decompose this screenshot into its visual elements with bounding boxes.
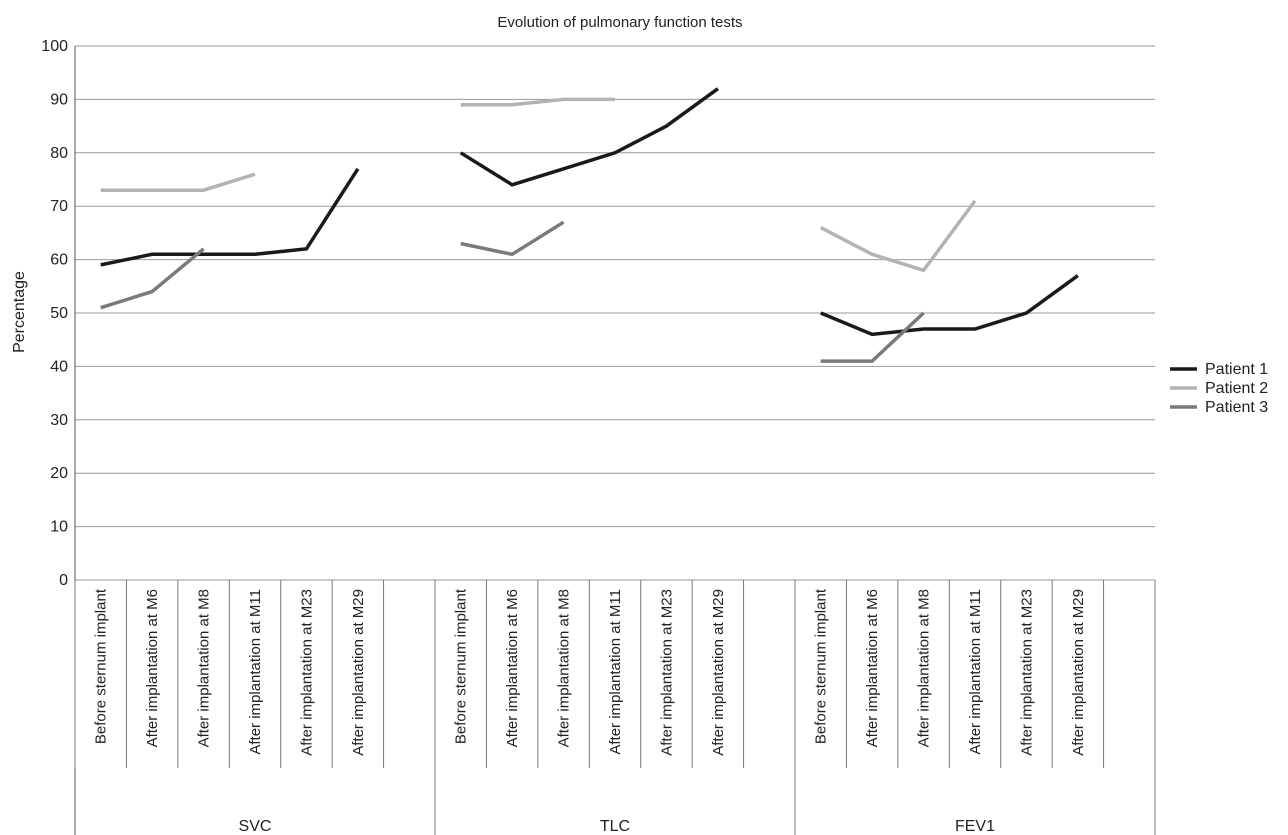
category-label: After implantation at M29 (1070, 589, 1087, 756)
series-lines (100, 87, 1079, 363)
category-label: After implantation at M11 (607, 589, 624, 755)
group-label: FEV1 (955, 818, 995, 835)
legend-label: Patient 1 (1205, 361, 1268, 378)
y-axis-label: Percentage (11, 271, 28, 353)
y-tick-label: 40 (50, 358, 68, 375)
series-line-patient-2 (819, 199, 977, 273)
legend: Patient 1 Patient 2 Patient 3 (1170, 361, 1268, 416)
series-line-patient-3 (100, 247, 205, 310)
series-line-patient-2 (460, 97, 615, 107)
series-line-patient-3 (820, 311, 925, 363)
category-label: After implantation at M6 (144, 589, 161, 747)
series-line-patient-3 (460, 220, 565, 257)
chart-title: Evolution of pulmonary function tests (497, 14, 742, 31)
series-line-patient-1 (100, 167, 360, 267)
category-label: Before sternum implant (813, 588, 830, 744)
category-label: After implantation at M8 (196, 589, 213, 747)
y-tick-label: 10 (50, 519, 68, 536)
y-tick-label: 60 (50, 252, 68, 269)
gridlines (75, 45, 1155, 581)
category-label: After implantation at M6 (864, 589, 881, 747)
y-tick-label: 20 (50, 465, 68, 482)
group-label: TLC (600, 818, 630, 835)
category-label: Before sternum implant (93, 588, 110, 744)
series-line-patient-2 (100, 172, 256, 192)
y-tick-label: 80 (50, 145, 68, 162)
series-line-patient-1 (459, 87, 719, 187)
category-label: After implantation at M11 (247, 589, 264, 755)
category-label: After implantation at M8 (916, 589, 933, 747)
category-label: After implantation at M11 (967, 589, 984, 755)
category-label: After implantation at M23 (298, 589, 315, 756)
y-tick-label: 0 (59, 572, 68, 589)
category-label: After implantation at M6 (504, 589, 521, 747)
y-tick-label: 70 (50, 198, 68, 215)
y-axis-ticks: 0 10 20 30 40 50 60 70 80 90 100 (41, 38, 68, 589)
y-tick-label: 90 (50, 91, 68, 108)
y-tick-label: 100 (41, 38, 68, 55)
category-label: After implantation at M29 (350, 589, 367, 756)
legend-label: Patient 3 (1205, 399, 1268, 416)
category-label: After implantation at M8 (556, 589, 573, 747)
group-label: SVC (239, 818, 272, 835)
category-label: After implantation at M29 (710, 589, 727, 756)
x-axis-groups: SVC TLC FEV1 (239, 818, 996, 835)
y-tick-label: 50 (50, 305, 68, 322)
category-label: After implantation at M23 (658, 589, 675, 756)
category-label: Before sternum implant (453, 588, 470, 744)
series-line-patient-1 (820, 274, 1079, 337)
axes (74, 46, 1156, 835)
y-tick-label: 30 (50, 412, 68, 429)
legend-label: Patient 2 (1205, 380, 1268, 397)
x-axis-categories: Before sternum implant After implantation… (93, 588, 1087, 756)
category-label: After implantation at M23 (1018, 589, 1035, 756)
